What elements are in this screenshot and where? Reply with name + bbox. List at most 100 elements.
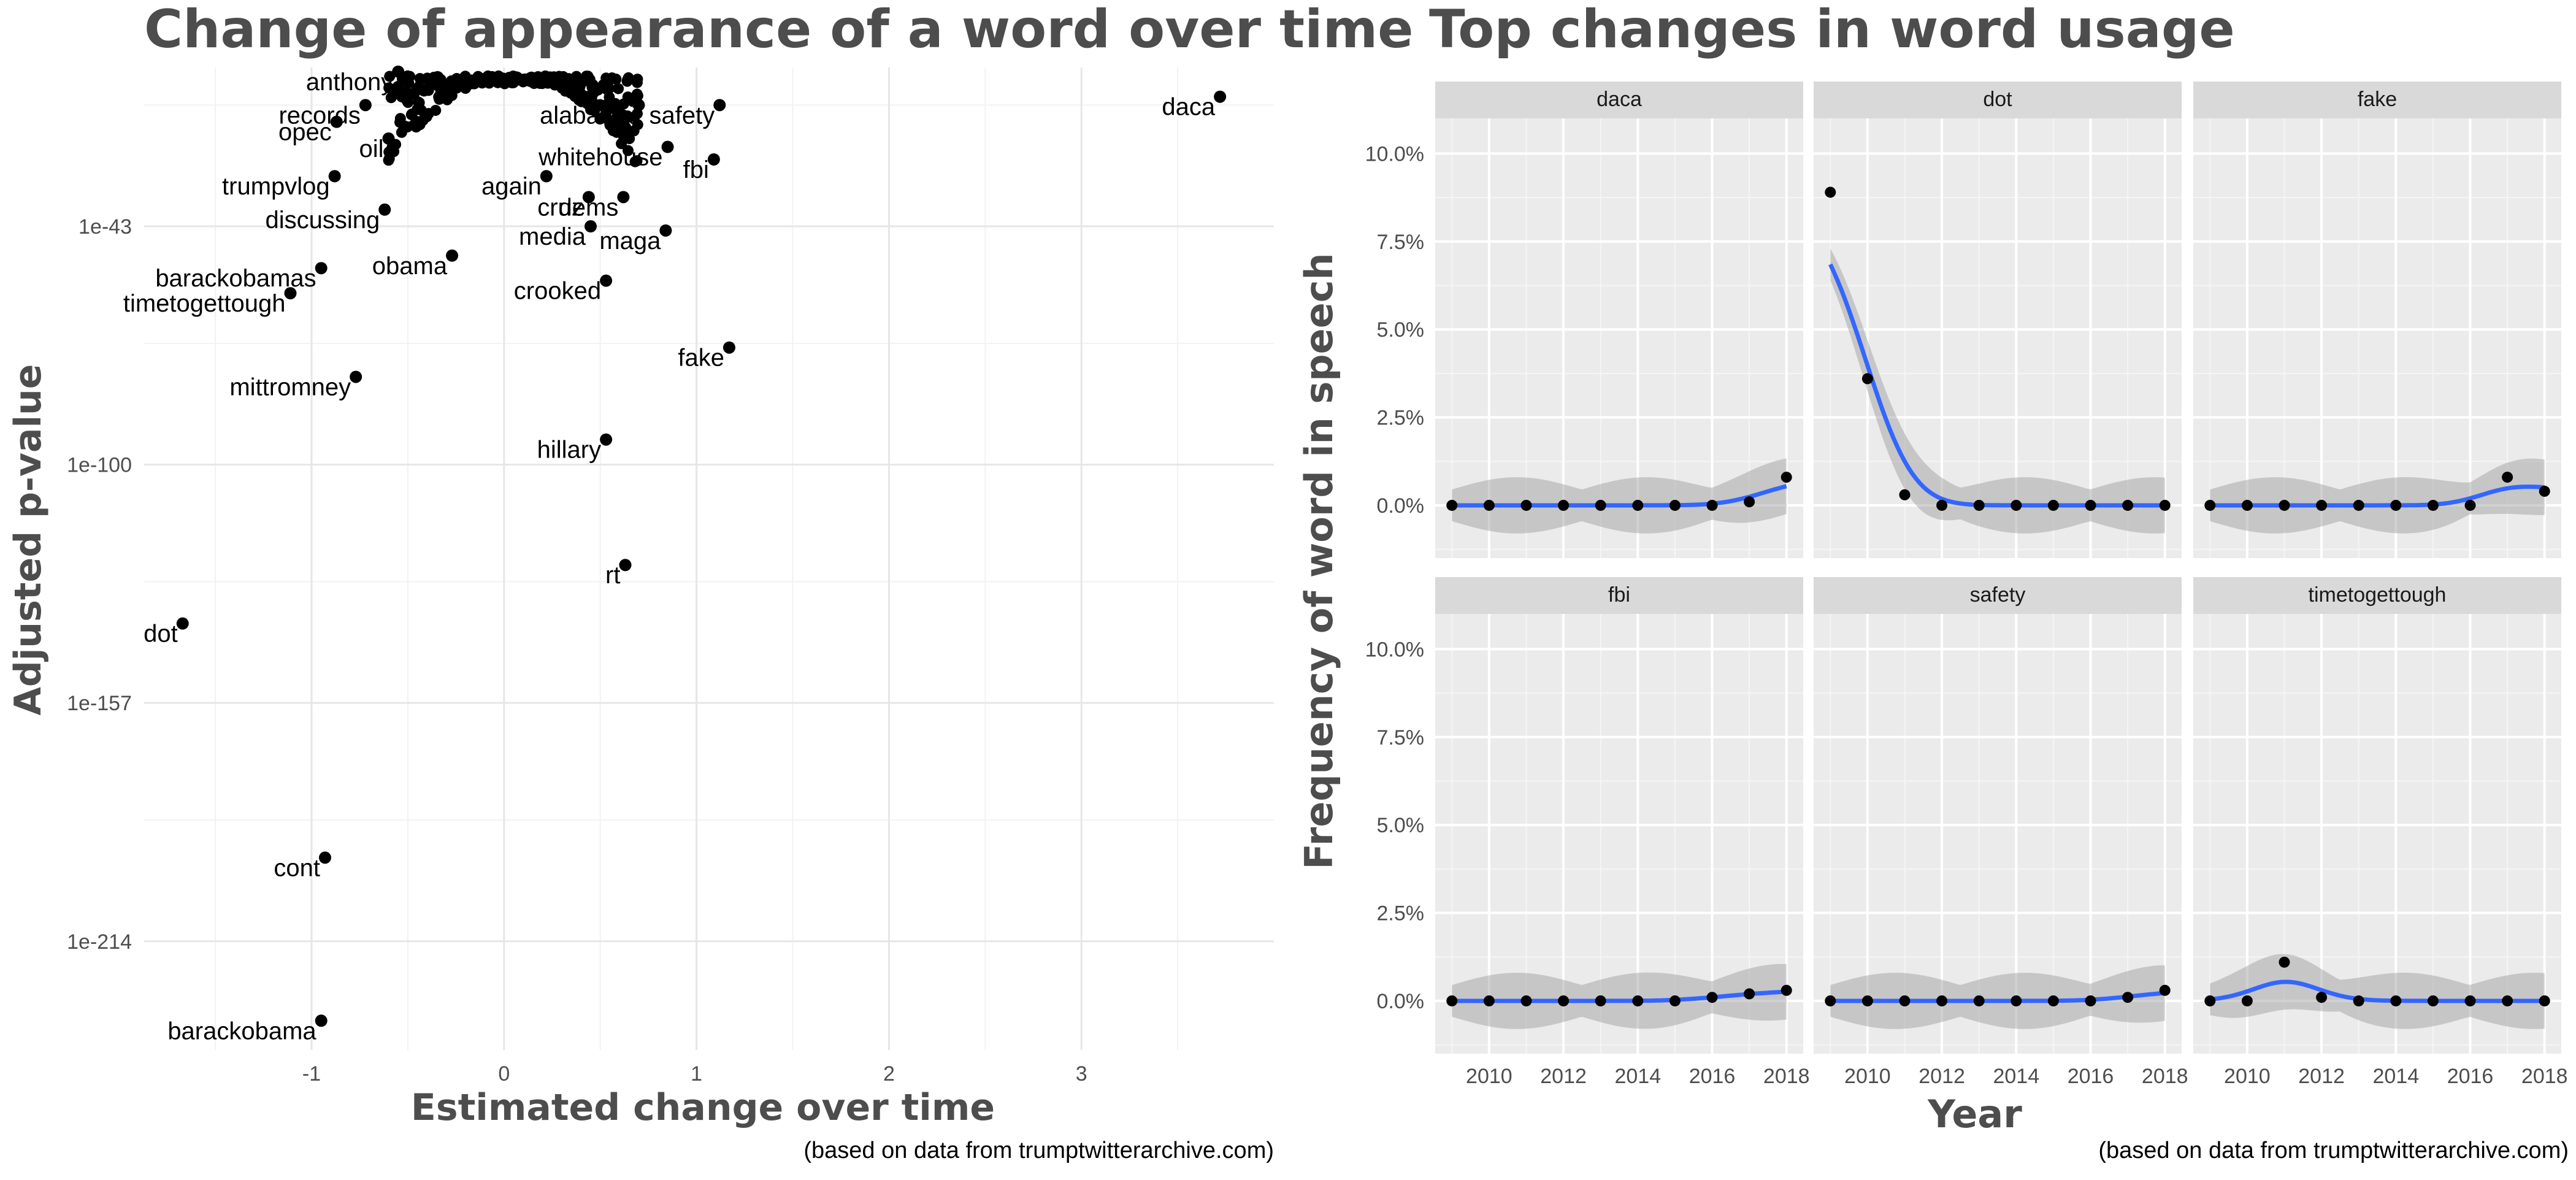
facet-smooth-line xyxy=(1830,990,2165,1003)
left-point-whitehouse xyxy=(661,140,674,153)
left-point-label-dems: dems xyxy=(559,194,619,221)
facet-point xyxy=(2047,995,2059,1006)
facet-point xyxy=(1781,472,1792,483)
left-point-dems xyxy=(617,191,630,204)
facet-strip xyxy=(1814,82,2182,118)
facet-x-tick-label: 2014 xyxy=(1993,1065,2039,1088)
left-cloud-point xyxy=(454,77,466,88)
left-cloud-point xyxy=(616,138,627,150)
facet-point xyxy=(1899,489,1911,500)
left-cloud-point xyxy=(618,110,629,121)
left-point-opec xyxy=(330,115,343,128)
right-caption: (based on data from trumptwitterarchive.… xyxy=(2098,1138,2569,1163)
left-cloud-point xyxy=(629,156,641,167)
left-point-label-timetogettough: timetogettough xyxy=(123,290,286,317)
left-cloud-point xyxy=(526,75,537,86)
facet-point xyxy=(1744,988,1755,1000)
facet-point xyxy=(2159,984,2171,996)
facet-smooth-line xyxy=(1452,989,1787,1003)
left-point-barackobamas xyxy=(315,262,328,275)
facet-point xyxy=(1899,995,1911,1006)
facet-point xyxy=(2279,499,2290,511)
left-point-again xyxy=(540,170,553,183)
facet-panel xyxy=(1435,118,1803,558)
left-cloud-point xyxy=(509,74,521,86)
left-point-dot xyxy=(176,617,189,630)
left-cloud-point xyxy=(399,75,411,87)
right-x-axis-label: Year xyxy=(1927,1092,2022,1136)
left-point-fbi xyxy=(707,153,720,166)
left-cloud-point xyxy=(443,83,454,95)
facet-x-tick-label: 2016 xyxy=(2068,1065,2114,1088)
left-cloud-point xyxy=(384,71,396,82)
facet-x-tick-label: 2014 xyxy=(1614,1065,1661,1088)
facet-y-tick-label: 0.0% xyxy=(1377,990,1425,1013)
facet-y-tick-label: 10.0% xyxy=(1365,142,1424,166)
left-y-tick-label: 1e-214 xyxy=(67,930,132,954)
facet-smooth-line xyxy=(1828,263,2165,508)
facet-x-tick-label: 2018 xyxy=(2521,1065,2568,1088)
left-cloud-point xyxy=(613,83,624,94)
facet-y-tick-label: 5.0% xyxy=(1377,318,1425,342)
left-x-tick-label: -1 xyxy=(302,1062,321,1086)
facet-point xyxy=(2427,995,2439,1006)
facet-y-tick-label: 7.5% xyxy=(1377,726,1425,749)
facet-strip xyxy=(2193,577,2561,614)
facet-smooth-line xyxy=(2210,485,2545,508)
left-cloud-point xyxy=(557,76,569,88)
left-point-cont xyxy=(318,851,331,864)
facet-point xyxy=(2047,499,2059,511)
facet-smooth-line xyxy=(2209,979,2545,1003)
facet-strip-label: daca xyxy=(1597,88,1642,111)
left-cloud-point xyxy=(394,113,406,125)
left-point-label-oil: oil xyxy=(359,136,383,163)
facet-confidence-ribbon xyxy=(1830,965,2165,1029)
left-cloud-point xyxy=(559,85,571,97)
facet-x-tick-label: 2010 xyxy=(1466,1065,1512,1088)
facet-point xyxy=(1446,499,1458,511)
facet-point xyxy=(2502,472,2513,483)
facet-confidence-ribbon xyxy=(1830,248,2165,534)
left-point-barackobama xyxy=(315,1014,328,1027)
facet-point xyxy=(2539,486,2550,497)
facet-x-tick-label: 2012 xyxy=(2298,1065,2345,1088)
facet-panel xyxy=(2193,614,2561,1054)
left-point-mittromney xyxy=(350,370,362,383)
facet-x-tick-label: 2010 xyxy=(1844,1065,1891,1088)
facet-strip-label: fake xyxy=(2358,88,2397,111)
left-point-label-discussing: discussing xyxy=(265,207,380,234)
facet-point xyxy=(1669,995,1681,1006)
left-cloud-point xyxy=(548,71,560,83)
left-point-label-alabama: alabama xyxy=(540,102,634,129)
left-point-label-fbi: fbi xyxy=(683,156,709,183)
left-cloud-point xyxy=(592,99,604,111)
left-cloud-point xyxy=(423,108,434,120)
facet-x-tick-label: 2016 xyxy=(1689,1065,1736,1088)
left-cloud-point xyxy=(597,112,608,123)
facet-panel xyxy=(1814,614,2182,1054)
facet-point xyxy=(1861,373,1873,385)
facet-point xyxy=(1446,995,1458,1006)
left-cloud-point xyxy=(396,91,408,102)
facet-x-tick-label: 2014 xyxy=(2372,1065,2419,1088)
facet-point xyxy=(1558,499,1570,511)
facet-point xyxy=(1706,499,1718,511)
left-x-tick-label: 2 xyxy=(883,1062,895,1086)
left-y-tick-label: 1e-43 xyxy=(79,215,132,239)
facet-y-tick-label: 5.0% xyxy=(1377,814,1425,837)
left-cloud-point xyxy=(632,74,643,85)
facet-point xyxy=(1483,499,1495,511)
left-point-label-obama: obama xyxy=(372,253,448,280)
left-cloud-point xyxy=(592,84,604,96)
facet-point xyxy=(1595,499,1606,511)
facet-fake: fake xyxy=(2193,82,2561,558)
left-point-label-rt: rt xyxy=(605,562,620,589)
facet-x-tick-label: 2012 xyxy=(1919,1065,1965,1088)
left-cloud-point xyxy=(619,121,631,133)
left-cloud-point xyxy=(570,72,582,83)
left-cloud-point xyxy=(581,71,592,82)
left-point-obama xyxy=(446,249,459,262)
facet-dot: dot xyxy=(1814,82,2182,558)
facet-strip-label: fbi xyxy=(1608,583,1630,607)
left-cloud-point xyxy=(575,88,587,100)
